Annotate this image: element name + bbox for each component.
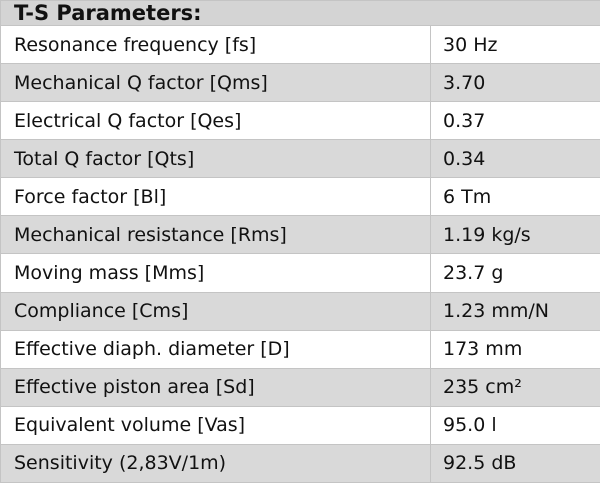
param-name: Mechanical Q factor [Qms] bbox=[0, 63, 431, 103]
param-value: 1.23 mm/N bbox=[429, 291, 600, 331]
param-row: Total Q factor [Qts] 0.34 bbox=[0, 139, 600, 179]
param-name: Force factor [Bl] bbox=[0, 177, 431, 217]
param-row: Mechanical Q factor [Qms] 3.70 bbox=[0, 63, 600, 103]
param-name: Effective diaph. diameter [D] bbox=[0, 329, 431, 369]
param-row: Mechanical resistance [Rms] 1.19 kg/s bbox=[0, 215, 600, 255]
param-name: Mechanical resistance [Rms] bbox=[0, 215, 431, 255]
param-value: 0.34 bbox=[429, 139, 600, 179]
param-row: Compliance [Cms] 1.23 mm/N bbox=[0, 291, 600, 331]
param-row: Sensitivity (2,83V/1m) 92.5 dB bbox=[0, 443, 600, 483]
param-name: Sensitivity (2,83V/1m) bbox=[0, 443, 431, 483]
param-value: 23.7 g bbox=[429, 253, 600, 293]
param-value: 92.5 dB bbox=[429, 443, 600, 483]
table-body: Resonance frequency [fs] 30 Hz Mechanical … bbox=[0, 24, 600, 483]
param-name: Effective piston area [Sd] bbox=[0, 367, 431, 407]
param-row: Force factor [Bl] 6 Tm bbox=[0, 177, 600, 217]
param-value: 3.70 bbox=[429, 63, 600, 103]
param-row: Resonance frequency [fs] 30 Hz bbox=[0, 24, 600, 65]
param-name: Electrical Q factor [Qes] bbox=[0, 101, 431, 141]
param-value: 1.19 kg/s bbox=[429, 215, 600, 255]
header-row: T-S Parameters: bbox=[0, 0, 600, 26]
param-value: 6 Tm bbox=[429, 177, 600, 217]
param-value: 235 cm² bbox=[429, 367, 600, 407]
param-name: Equivalent volume [Vas] bbox=[0, 405, 431, 445]
param-value: 0.37 bbox=[429, 101, 600, 141]
param-row: Moving mass [Mms] 23.7 g bbox=[0, 253, 600, 293]
param-row: Electrical Q factor [Qes] 0.37 bbox=[0, 101, 600, 141]
param-name: Compliance [Cms] bbox=[0, 291, 431, 331]
param-value: 30 Hz bbox=[429, 24, 600, 65]
param-name: Total Q factor [Qts] bbox=[0, 139, 431, 179]
param-name: Moving mass [Mms] bbox=[0, 253, 431, 293]
param-row: Effective piston area [Sd] 235 cm² bbox=[0, 367, 600, 407]
param-value: 95.0 l bbox=[429, 405, 600, 445]
param-name: Resonance frequency [fs] bbox=[0, 24, 431, 65]
table-title: T-S Parameters: bbox=[0, 0, 600, 26]
param-row: Effective diaph. diameter [D] 173 mm bbox=[0, 329, 600, 369]
param-value: 173 mm bbox=[429, 329, 600, 369]
param-row: Equivalent volume [Vas] 95.0 l bbox=[0, 405, 600, 445]
